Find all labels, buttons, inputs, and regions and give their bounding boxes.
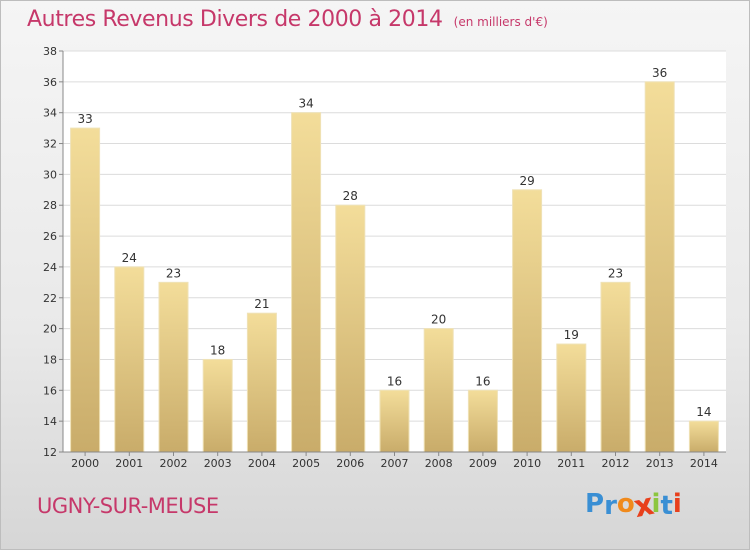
x-tick-label: 2008 xyxy=(425,457,453,470)
bar-value-label: 24 xyxy=(122,251,137,265)
x-tick-label: 2011 xyxy=(557,457,585,470)
bar-2002 xyxy=(158,281,189,453)
bar-value-label: 33 xyxy=(77,112,92,126)
x-tick-label: 2007 xyxy=(381,457,409,470)
x-tick-label: 2001 xyxy=(115,457,143,470)
chart-subtitle: (en milliers d'€) xyxy=(453,15,548,29)
bar-2003 xyxy=(202,358,233,453)
bar-2011 xyxy=(556,343,587,453)
bar-2004 xyxy=(246,312,277,453)
y-tick-label: 26 xyxy=(43,230,57,243)
bar-value-label: 19 xyxy=(564,328,579,342)
x-tick-label: 2014 xyxy=(690,457,718,470)
logo-letter: i xyxy=(651,489,661,519)
location-label: UGNY-SUR-MEUSE xyxy=(37,494,219,518)
y-tick-label: 14 xyxy=(43,415,57,428)
x-tick-label: 2009 xyxy=(469,457,497,470)
x-tick-label: 2000 xyxy=(71,457,99,470)
bar-2010 xyxy=(512,189,543,453)
bar-value-label: 29 xyxy=(519,174,534,188)
y-tick-label: 36 xyxy=(43,76,57,89)
bar-value-label: 28 xyxy=(343,189,358,203)
y-tick-label: 24 xyxy=(43,261,57,274)
bar-value-label: 16 xyxy=(475,374,490,388)
y-tick-label: 18 xyxy=(43,353,57,366)
bar-2012 xyxy=(600,281,631,453)
bar-value-label: 16 xyxy=(387,374,402,388)
x-tick-label: 2002 xyxy=(160,457,188,470)
logo-letter: r xyxy=(604,491,617,521)
x-tick-label: 2004 xyxy=(248,457,276,470)
bar-2014 xyxy=(688,420,719,453)
bar-value-label: 20 xyxy=(431,313,446,327)
x-tick-label: 2003 xyxy=(204,457,232,470)
bar-2013 xyxy=(644,81,675,453)
chart-title-wrap: Autres Revenus Divers de 2000 à 2014 (en… xyxy=(27,7,548,32)
y-tick-label: 16 xyxy=(43,384,57,397)
y-tick-label: 34 xyxy=(43,107,57,120)
x-tick-label: 2006 xyxy=(336,457,364,470)
y-tick-label: 38 xyxy=(43,45,57,58)
x-tick-label: 2012 xyxy=(602,457,630,470)
bar-value-label: 21 xyxy=(254,297,269,311)
bar-2006 xyxy=(335,204,366,453)
x-tick-label: 2013 xyxy=(646,457,674,470)
bar-value-label: 36 xyxy=(652,66,667,80)
y-tick-label: 22 xyxy=(43,292,57,305)
bar-value-label: 18 xyxy=(210,343,225,357)
y-tick-label: 20 xyxy=(43,323,57,336)
bar-value-label: 14 xyxy=(696,405,711,419)
logo-letter: t xyxy=(660,491,673,521)
bar-value-label: 23 xyxy=(166,266,181,280)
bar-2009 xyxy=(467,389,498,453)
bar-2001 xyxy=(114,266,145,453)
bar-value-label: 23 xyxy=(608,266,623,280)
y-tick-label: 32 xyxy=(43,138,57,151)
y-tick-label: 12 xyxy=(43,446,57,459)
logo-letter: P xyxy=(585,489,605,519)
logo-letter: o xyxy=(616,489,635,519)
bar-2005 xyxy=(291,112,322,453)
bar-2000 xyxy=(70,127,101,453)
proxiti-logo: Proxiti xyxy=(585,487,682,525)
y-tick-label: 30 xyxy=(43,168,57,181)
bar-value-label: 34 xyxy=(298,97,313,111)
x-tick-label: 2005 xyxy=(292,457,320,470)
chart-title: Autres Revenus Divers de 2000 à 2014 xyxy=(27,7,443,32)
y-tick-label: 28 xyxy=(43,199,57,212)
bar-2008 xyxy=(423,328,454,453)
logo-letter: i xyxy=(672,489,682,519)
x-tick-label: 2010 xyxy=(513,457,541,470)
bar-2007 xyxy=(379,389,410,453)
